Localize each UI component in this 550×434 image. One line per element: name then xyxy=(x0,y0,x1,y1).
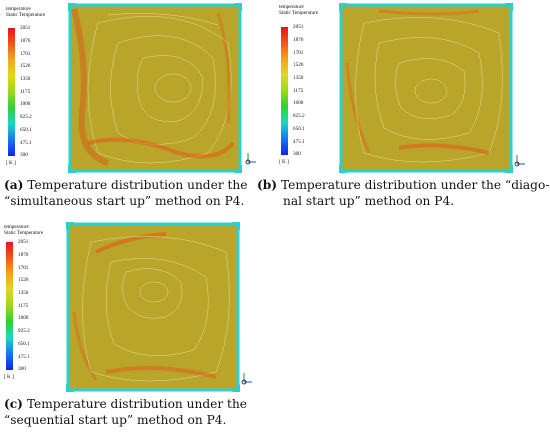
legend-tick: 1350 xyxy=(293,75,304,81)
legend-tick: 475.1 xyxy=(293,139,305,145)
caption-c: (c) Temperature distribution under the “… xyxy=(4,397,248,427)
legend-tick: 1526 xyxy=(293,62,304,68)
legend-tick: 1526 xyxy=(18,277,29,283)
colorbar xyxy=(8,28,15,156)
legend-tick: 475.1 xyxy=(20,140,32,146)
legend-tick: 825.2 xyxy=(293,113,305,119)
legend-title: temperature Static Temperature xyxy=(4,224,44,236)
legend-tick: 1175 xyxy=(293,88,304,94)
legend-tick: 1350 xyxy=(18,290,29,296)
caption-a: (a) Temperature distribution under the “… xyxy=(4,178,248,208)
legend-tick: 2051 xyxy=(20,25,31,31)
legend-tick: 1526 xyxy=(20,63,31,69)
legend-tick: 1701 xyxy=(20,51,31,57)
legend-tick: 1175 xyxy=(20,89,31,95)
colorbar xyxy=(281,27,288,155)
legend-tick: 1701 xyxy=(18,265,29,271)
panel-a: temperature Static Temperature 2051 1876… xyxy=(0,0,275,210)
legend-tick: 825.2 xyxy=(20,114,32,120)
legend-title: temperature Static Temperature xyxy=(6,6,46,18)
axis-triad-icon xyxy=(514,155,525,167)
legend-title: temperature Static Temperature xyxy=(279,4,319,16)
legend-unit: [ K ] xyxy=(4,374,14,380)
legend-tick: 1000 xyxy=(293,100,304,106)
temperature-field-a xyxy=(68,3,242,173)
legend-tick: 1000 xyxy=(18,315,29,321)
temperature-field-b xyxy=(339,3,513,173)
legend-tick: 2051 xyxy=(18,239,29,245)
legend-tick: 300 xyxy=(18,366,26,372)
axis-triad-icon xyxy=(241,373,252,385)
caption-label: (b) xyxy=(257,178,278,192)
legend-tick: 1175 xyxy=(18,303,29,309)
colorbar xyxy=(6,242,13,370)
legend-tick: 2051 xyxy=(293,24,304,30)
legend-tick: 1350 xyxy=(20,76,31,82)
legend-tick: 825.2 xyxy=(18,328,30,334)
legend-unit: [ K ] xyxy=(279,159,289,165)
caption-b: (b) Temperature distribution under the “… xyxy=(257,178,550,208)
axis-triad-icon xyxy=(245,153,256,165)
legend-tick: 650.1 xyxy=(293,126,305,132)
legend-tick: 475.1 xyxy=(18,354,30,360)
temperature-field-c xyxy=(66,222,240,392)
legend-tick: 650.1 xyxy=(18,341,30,347)
legend-tick: 650.1 xyxy=(20,127,32,133)
panel-b: temperature Static Temperature 2051 1876… xyxy=(257,0,550,210)
legend-tick: 1000 xyxy=(20,101,31,107)
caption-label: (a) xyxy=(4,178,24,192)
legend-tick: 1876 xyxy=(293,37,304,43)
legend-tick: 300 xyxy=(20,152,28,158)
caption-label: (c) xyxy=(4,397,23,411)
panel-c: temperature Static Temperature 2051 1876… xyxy=(0,218,275,434)
legend-tick: 1876 xyxy=(20,38,31,44)
legend-tick: 1876 xyxy=(18,252,29,258)
legend-unit: [ K ] xyxy=(6,160,16,166)
legend-tick: 300 xyxy=(293,151,301,157)
legend-tick: 1701 xyxy=(293,50,304,56)
